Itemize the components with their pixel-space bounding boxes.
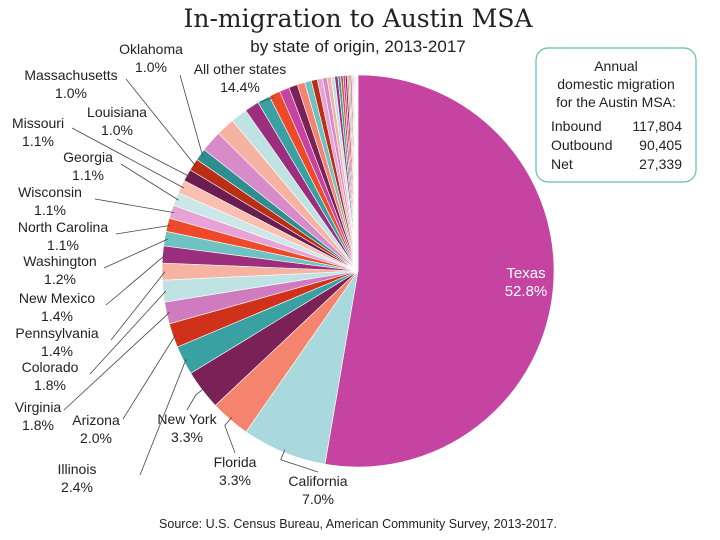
label-virginia: Virginia bbox=[15, 399, 62, 415]
label-illinois: Illinois bbox=[58, 461, 97, 477]
leader-all-other-states bbox=[259, 96, 274, 103]
leader-missouri bbox=[71, 127, 184, 189]
annual-box-frame bbox=[535, 47, 697, 183]
leader-illinois bbox=[139, 358, 187, 476]
leader-massachusetts bbox=[125, 78, 197, 167]
slice-all-other-states bbox=[203, 74, 359, 272]
outbound-value: 90,405 bbox=[639, 137, 682, 153]
label-texas: Texas bbox=[506, 265, 545, 282]
value-massachusetts: 1.0% bbox=[55, 85, 87, 101]
value-california: 7.0% bbox=[302, 491, 334, 507]
value-wisconsin: 1.1% bbox=[34, 202, 66, 218]
leader-north-carolina bbox=[115, 225, 171, 235]
leader-new-mexico bbox=[105, 254, 166, 306]
value-illinois: 2.4% bbox=[61, 479, 93, 495]
label-florida: Florida bbox=[214, 454, 257, 470]
label-massachusetts: Massachusetts bbox=[24, 67, 117, 83]
leader-washington bbox=[103, 238, 168, 269]
label-louisiana: Louisiana bbox=[87, 104, 147, 120]
annual-box-heading-2: domestic migration bbox=[557, 76, 675, 92]
label-oklahoma: Oklahoma bbox=[119, 41, 183, 57]
value-washington: 1.2% bbox=[44, 271, 76, 287]
label-new-mexico: New Mexico bbox=[19, 290, 95, 306]
label-pennsylvania: Pennsylvania bbox=[15, 325, 98, 341]
leader-arizona bbox=[122, 334, 177, 420]
pie-slices bbox=[161, 74, 555, 468]
leader-georgia bbox=[120, 163, 179, 201]
label-california: California bbox=[288, 473, 347, 489]
slice-texas bbox=[324, 74, 555, 468]
label-colorado: Colorado bbox=[22, 359, 79, 375]
leader-wisconsin bbox=[94, 198, 175, 213]
value-all-other-states: 14.4% bbox=[220, 79, 260, 95]
value-oklahoma: 1.0% bbox=[135, 59, 167, 75]
value-missouri: 1.1% bbox=[22, 133, 54, 149]
value-new-york: 3.3% bbox=[171, 429, 203, 445]
label-missouri: Missouri bbox=[12, 115, 64, 131]
leader-new-york bbox=[186, 387, 205, 411]
leader-pennsylvania bbox=[110, 271, 166, 341]
label-wisconsin: Wisconsin bbox=[18, 184, 82, 200]
label-all-other-states: All other states bbox=[194, 61, 287, 77]
label-arizona: Arizona bbox=[72, 412, 120, 428]
value-arizona: 2.0% bbox=[80, 430, 112, 446]
value-georgia: 1.1% bbox=[72, 167, 104, 183]
net-value: 27,339 bbox=[639, 156, 682, 172]
leader-florida bbox=[224, 416, 236, 454]
annual-migration-box: Annual domestic migration for the Austin… bbox=[535, 47, 697, 183]
leader-virginia bbox=[63, 312, 170, 411]
inbound-value: 117,804 bbox=[632, 118, 682, 134]
label-washington: Washington bbox=[23, 253, 96, 269]
label-north-carolina: North Carolina bbox=[18, 219, 108, 235]
value-virginia: 1.8% bbox=[22, 417, 54, 433]
value-texas: 52.8% bbox=[505, 283, 548, 300]
value-new-mexico: 1.4% bbox=[41, 308, 73, 324]
value-pennsylvania: 1.4% bbox=[41, 343, 73, 359]
label-new-york: New York bbox=[157, 411, 217, 427]
outbound-label: Outbound bbox=[551, 137, 613, 153]
leader-california bbox=[280, 449, 319, 473]
value-colorado: 1.8% bbox=[34, 377, 66, 393]
net-label: Net bbox=[551, 156, 573, 172]
label-georgia: Georgia bbox=[63, 149, 113, 165]
chart-subtitle: by state of origin, 2013-2017 bbox=[250, 37, 465, 56]
source-note: Source: U.S. Census Bureau, American Com… bbox=[159, 517, 557, 531]
inbound-label: Inbound bbox=[551, 118, 602, 134]
annual-box-heading-3: for the Austin MSA: bbox=[556, 94, 676, 110]
leader-oklahoma bbox=[179, 74, 204, 157]
leader-colorado bbox=[89, 290, 167, 375]
leader-louisiana bbox=[116, 138, 190, 177]
value-louisiana: 1.0% bbox=[101, 122, 133, 138]
value-florida: 3.3% bbox=[219, 472, 251, 488]
value-north-carolina: 1.1% bbox=[47, 237, 79, 253]
annual-box-heading-1: Annual bbox=[594, 58, 638, 74]
chart-title: In-migration to Austin MSA bbox=[183, 4, 533, 33]
leader-lines bbox=[63, 74, 319, 476]
